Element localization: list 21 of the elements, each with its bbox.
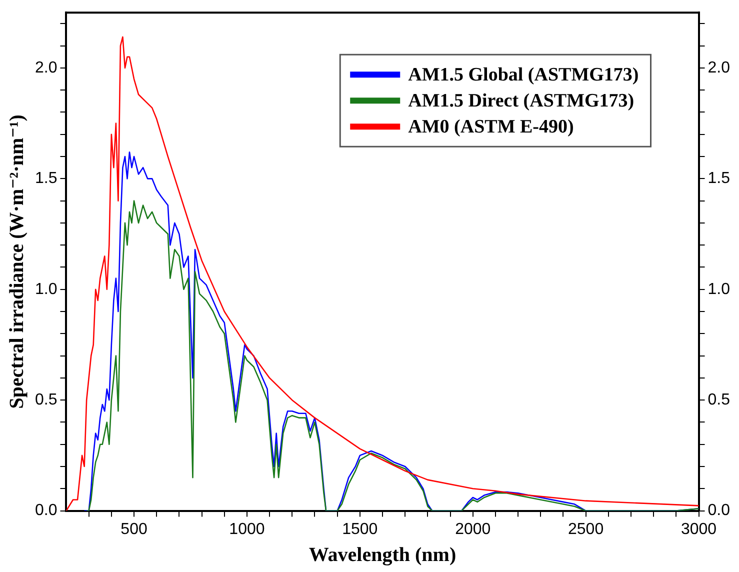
legend-label: AM1.5 Global (ASTMG173): [408, 64, 639, 86]
x-tick-label: 2000: [455, 520, 491, 538]
y-axis-title: Spectral irradiance (W·m⁻²·nm⁻¹): [6, 114, 28, 409]
legend-label: AM1.5 Direct (ASTMG173): [408, 90, 634, 112]
y-tick-label: 1.5: [34, 170, 58, 188]
y-tick-label: 0.5: [34, 391, 58, 408]
x-tick-label: 500: [120, 520, 148, 538]
y-tick-label: 0.0: [34, 502, 58, 520]
y2-tick-label: 1.5: [708, 170, 730, 188]
x-tick-label: 1500: [342, 520, 378, 538]
x-tick-label: 1000: [229, 520, 265, 538]
x-tick-label: 3000: [680, 520, 717, 538]
legend-label: AM0 (ASTM E-490): [408, 116, 574, 138]
x-tick-label: 2500: [568, 520, 604, 538]
y-tick-label: 1.0: [34, 280, 58, 298]
y2-tick-label: 0.0: [708, 502, 730, 520]
y2-tick-label: 0.5: [708, 391, 730, 408]
y2-tick-label: 2.0: [708, 59, 730, 76]
x-axis-title: Wavelength (nm): [308, 544, 456, 566]
y2-tick-label: 1.0: [708, 280, 730, 298]
y-tick-label: 2.0: [34, 59, 58, 76]
